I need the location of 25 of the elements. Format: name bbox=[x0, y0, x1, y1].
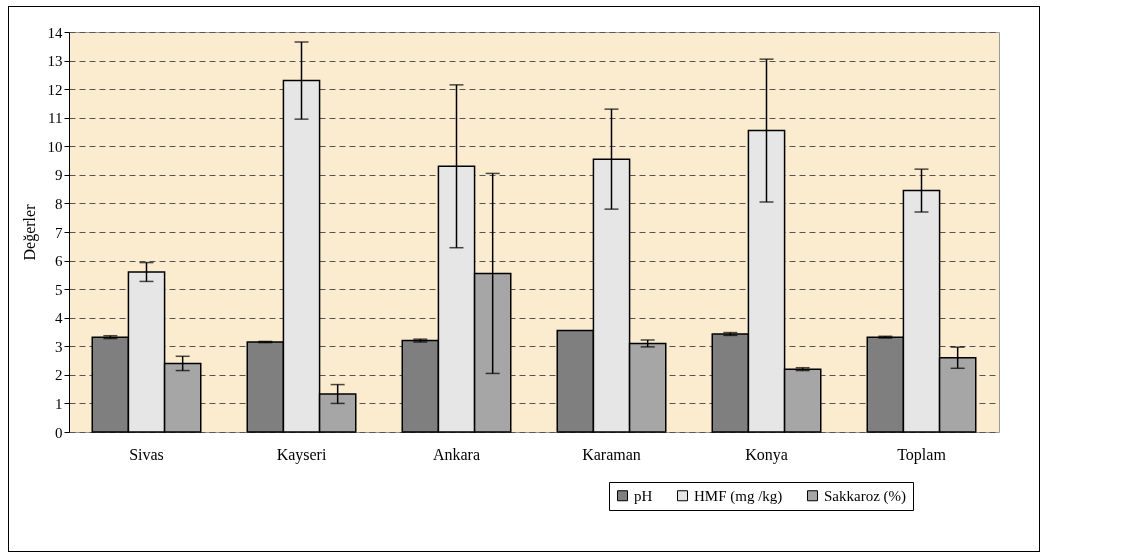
y-tick-label: 11 bbox=[48, 110, 63, 127]
x-tick-label: Karaman bbox=[582, 445, 641, 463]
y-tick-label: 4 bbox=[55, 310, 63, 327]
x-tick-label: Konya bbox=[745, 445, 788, 464]
y-tick-label: 5 bbox=[55, 281, 63, 298]
legend-label: Sakkaroz (%) bbox=[824, 487, 907, 505]
y-tick-label: 13 bbox=[47, 53, 63, 70]
x-tick-label: Ankara bbox=[432, 445, 481, 463]
legend-label: HMF (mg /kg) bbox=[694, 487, 783, 505]
legend-label: pH bbox=[634, 487, 653, 504]
y-tick-label: 8 bbox=[55, 195, 63, 212]
y-tick-label: 14 bbox=[47, 24, 63, 41]
y-tick-label: 3 bbox=[55, 338, 63, 355]
y-axis-title: Değerler bbox=[20, 203, 39, 261]
x-tick-label: Sivas bbox=[129, 445, 164, 463]
y-tick-label: 0 bbox=[55, 424, 63, 441]
y-tick-label: 1 bbox=[55, 395, 63, 412]
y-tick-label: 7 bbox=[55, 224, 63, 241]
y-tick-label: 10 bbox=[47, 138, 63, 155]
x-tick-label: Toplam bbox=[897, 445, 947, 464]
y-tick-label: 9 bbox=[55, 167, 63, 184]
y-tick-label: 2 bbox=[55, 367, 63, 384]
x-tick-label: Kayseri bbox=[276, 445, 327, 464]
y-tick-label: 12 bbox=[47, 81, 63, 98]
y-tick-label: 6 bbox=[55, 253, 63, 270]
